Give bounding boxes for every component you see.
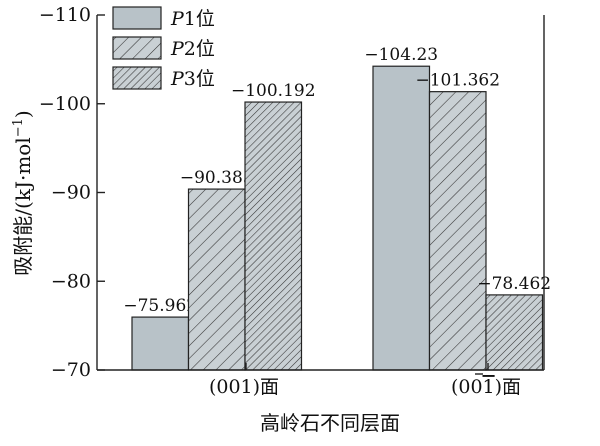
legend-label-italic: P [170, 8, 185, 30]
data-label: −78.462 [477, 274, 551, 294]
y-tick-label: −90 [51, 182, 91, 204]
x-tick-label-index: 1 [483, 376, 495, 398]
legend-label-rest: 1位 [184, 8, 215, 30]
bar-series-2-cat-2 [428, 91, 487, 371]
legend-label-series-2: P2位 [170, 38, 215, 60]
x-axis-title: 高岭石不同层面 [260, 411, 400, 435]
data-label: −90.385 [180, 168, 254, 188]
x-tick-label-suffix: )面 [253, 376, 279, 398]
y-tick-label: −100 [39, 93, 91, 115]
legend-label-rest: 3位 [184, 68, 215, 90]
y-axis-title: 吸附能/(kJ·mol−1) [11, 110, 35, 275]
data-label: −101.362 [415, 71, 500, 91]
x-tick-label-prefix: (00 [451, 376, 483, 398]
bar-series-2-cat-1 [187, 188, 246, 371]
x-tick-label-index: 1 [241, 376, 253, 398]
bar-series-3-cat-2 [485, 294, 544, 371]
bar-series-1-cat-1 [131, 316, 190, 371]
y-axis-title-sup: −1 [11, 118, 26, 137]
x-tick-label: (001)面 [451, 376, 521, 398]
legend-label-rest: 2位 [184, 38, 215, 60]
y-axis-title-main: 吸附能/(kJ·mol [11, 137, 35, 275]
y-tick-label: −70 [51, 359, 91, 381]
x-tick-label: (001)面 [209, 376, 279, 398]
legend-label-series-1: P1位 [170, 8, 215, 30]
bar-series-3-cat-1 [244, 101, 303, 371]
legend-swatch-series-2 [112, 36, 162, 60]
data-label: −104.23 [364, 45, 438, 65]
y-tick-label: −110 [39, 4, 91, 26]
legend-label-series-3: P3位 [170, 68, 215, 90]
legend-label-italic: P [170, 38, 185, 60]
x-tick-label-prefix: (00 [209, 376, 241, 398]
legend-label-italic: P [170, 68, 185, 90]
legend-swatch-series-3 [112, 66, 162, 90]
data-label: −75.962 [123, 296, 197, 316]
y-axis-title-close: ) [11, 110, 35, 118]
x-tick-label-suffix: )面 [495, 376, 521, 398]
legend-swatch-series-1 [112, 6, 162, 30]
bar-series-1-cat-2 [372, 65, 431, 371]
data-label: −100.192 [231, 81, 316, 101]
y-tick-label: −80 [51, 270, 91, 292]
